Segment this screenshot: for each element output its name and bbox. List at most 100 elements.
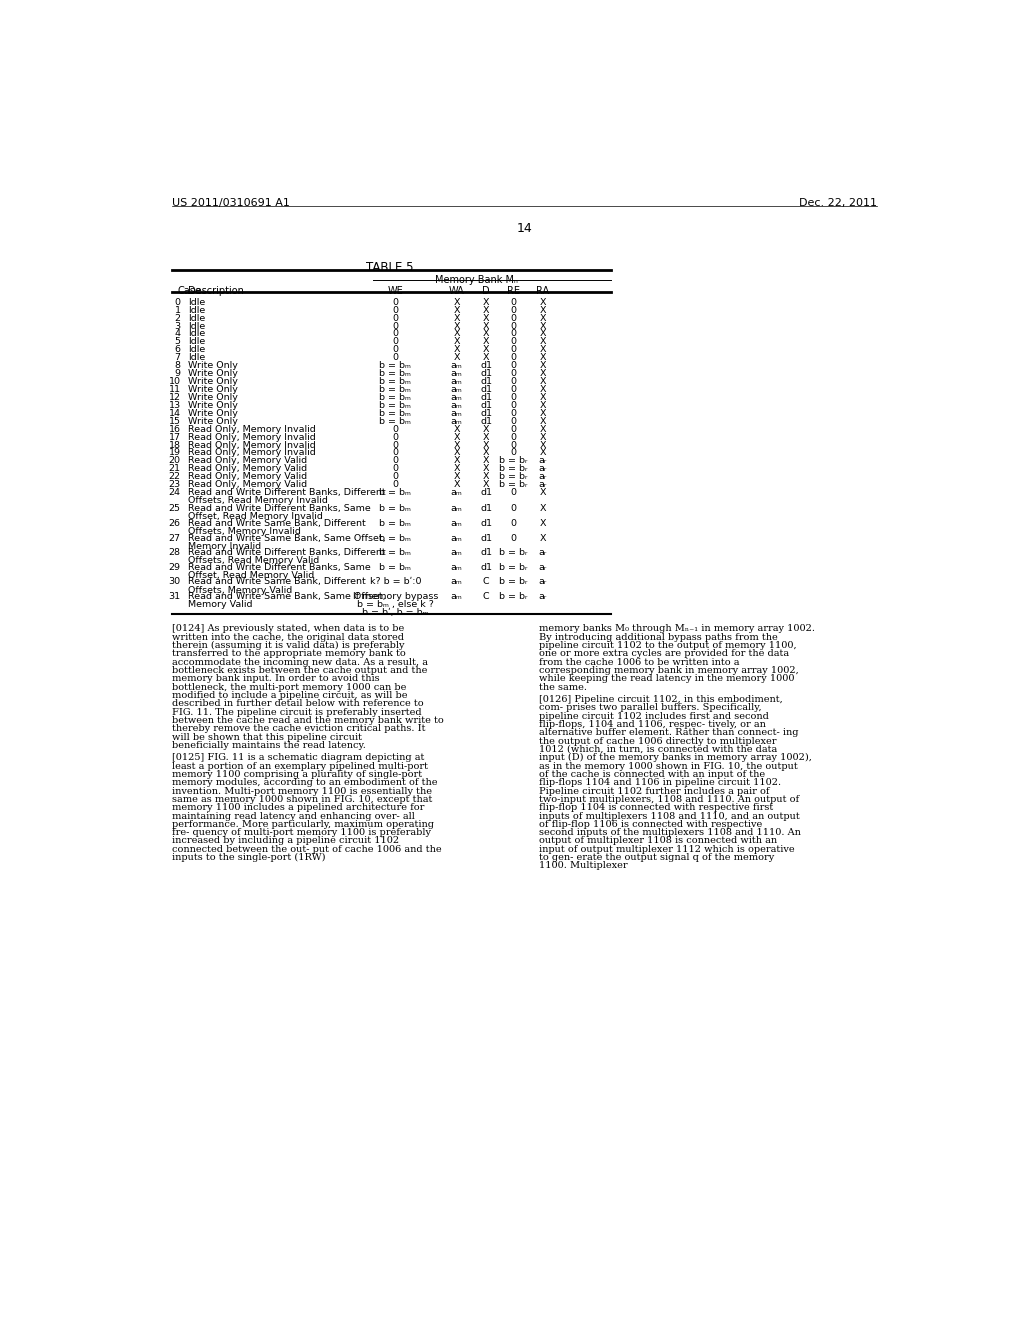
Text: Write Only: Write Only xyxy=(188,401,239,411)
Text: 3: 3 xyxy=(174,322,180,330)
Text: Read and Write Same Bank, Different: Read and Write Same Bank, Different xyxy=(188,519,367,528)
Text: two-input multiplexers, 1108 and 1110. An output of: two-input multiplexers, 1108 and 1110. A… xyxy=(539,795,799,804)
Text: Read Only, Memory Valid: Read Only, Memory Valid xyxy=(188,480,307,490)
Text: X: X xyxy=(454,473,460,482)
Text: X: X xyxy=(540,354,546,362)
Text: 17: 17 xyxy=(169,433,180,442)
Text: b = bᵣ: b = bᵣ xyxy=(499,480,527,490)
Text: RE: RE xyxy=(507,286,519,296)
Text: b = bₘ: b = bₘ xyxy=(380,370,412,378)
Text: X: X xyxy=(482,330,489,338)
Text: Read and Write Different Banks, Different: Read and Write Different Banks, Differen… xyxy=(188,548,386,557)
Text: Read and Write Same Bank, Same Offset,: Read and Write Same Bank, Same Offset, xyxy=(188,533,386,543)
Text: 14: 14 xyxy=(169,409,180,418)
Text: Write Only: Write Only xyxy=(188,378,239,385)
Text: X: X xyxy=(482,441,489,450)
Text: 4: 4 xyxy=(175,330,180,338)
Text: X: X xyxy=(540,503,546,512)
Text: X: X xyxy=(540,417,546,426)
Text: 0: 0 xyxy=(392,433,398,442)
Text: 21: 21 xyxy=(169,465,180,474)
Text: aₘ: aₘ xyxy=(451,562,463,572)
Text: 0: 0 xyxy=(510,433,516,442)
Text: 0: 0 xyxy=(392,457,398,466)
Text: modified to include a pipeline circuit, as will be: modified to include a pipeline circuit, … xyxy=(172,690,408,700)
Text: aₘ: aₘ xyxy=(451,409,463,418)
Text: of the cache is connected with an input of the: of the cache is connected with an input … xyxy=(539,770,765,779)
Text: flip-flop 1104 is connected with respective first: flip-flop 1104 is connected with respect… xyxy=(539,803,773,812)
Text: Idle: Idle xyxy=(188,346,206,354)
Text: 10: 10 xyxy=(169,378,180,385)
Text: d1: d1 xyxy=(480,488,493,498)
Text: 0: 0 xyxy=(392,473,398,482)
Text: X: X xyxy=(454,330,460,338)
Text: fre- quency of multi-port memory 1100 is preferably: fre- quency of multi-port memory 1100 is… xyxy=(172,828,431,837)
Text: 13: 13 xyxy=(169,401,180,411)
Text: X: X xyxy=(540,441,546,450)
Text: Dec. 22, 2011: Dec. 22, 2011 xyxy=(800,198,878,209)
Text: aₘ: aₘ xyxy=(451,401,463,411)
Text: Idle: Idle xyxy=(188,338,206,346)
Text: d1: d1 xyxy=(480,378,493,385)
Text: from the cache 1006 to be written into a: from the cache 1006 to be written into a xyxy=(539,657,739,667)
Text: X: X xyxy=(454,449,460,458)
Text: 0: 0 xyxy=(510,298,516,306)
Text: connected between the out- put of cache 1006 and the: connected between the out- put of cache … xyxy=(172,845,441,854)
Text: 1100. Multiplexer: 1100. Multiplexer xyxy=(539,862,628,870)
Text: X: X xyxy=(540,519,546,528)
Text: X: X xyxy=(454,306,460,314)
Text: 6: 6 xyxy=(175,346,180,354)
Text: aₘ: aₘ xyxy=(451,370,463,378)
Text: X: X xyxy=(482,314,489,322)
Text: 15: 15 xyxy=(169,417,180,426)
Text: transferred to the appropriate memory bank to: transferred to the appropriate memory ba… xyxy=(172,649,406,659)
Text: 12: 12 xyxy=(169,393,180,403)
Text: bottleneck exists between the cache output and the: bottleneck exists between the cache outp… xyxy=(172,667,428,675)
Text: C: C xyxy=(482,577,489,586)
Text: b = bₘ: b = bₘ xyxy=(380,409,412,418)
Text: d1: d1 xyxy=(480,562,493,572)
Text: X: X xyxy=(540,533,546,543)
Text: 0: 0 xyxy=(392,354,398,362)
Text: aₘ: aₘ xyxy=(451,417,463,426)
Text: 31: 31 xyxy=(169,593,180,601)
Text: least a portion of an exemplary pipelined multi-port: least a portion of an exemplary pipeline… xyxy=(172,762,428,771)
Text: WE: WE xyxy=(387,286,403,296)
Text: If memory bypass: If memory bypass xyxy=(352,593,438,601)
Text: Memory Valid: Memory Valid xyxy=(188,601,253,609)
Text: Write Only: Write Only xyxy=(188,409,239,418)
Text: X: X xyxy=(454,465,460,474)
Text: 0: 0 xyxy=(510,449,516,458)
Text: 0: 0 xyxy=(392,306,398,314)
Text: X: X xyxy=(540,393,546,403)
Text: X: X xyxy=(540,306,546,314)
Text: 0: 0 xyxy=(510,533,516,543)
Text: invention. Multi-port memory 1100 is essentially the: invention. Multi-port memory 1100 is ess… xyxy=(172,787,432,796)
Text: input (D) of the memory banks in memory array 1002),: input (D) of the memory banks in memory … xyxy=(539,754,812,763)
Text: one or more extra cycles are provided for the data: one or more extra cycles are provided fo… xyxy=(539,649,788,659)
Text: X: X xyxy=(482,338,489,346)
Text: aᵣ: aᵣ xyxy=(539,473,547,482)
Text: 1012 (which, in turn, is connected with the data: 1012 (which, in turn, is connected with … xyxy=(539,744,777,754)
Text: X: X xyxy=(540,314,546,322)
Text: 0: 0 xyxy=(510,354,516,362)
Text: 0: 0 xyxy=(510,330,516,338)
Text: 0: 0 xyxy=(510,346,516,354)
Text: b = bₘ: b = bₘ xyxy=(380,401,412,411)
Text: b = bₘ: b = bₘ xyxy=(380,548,412,557)
Text: 0: 0 xyxy=(175,298,180,306)
Text: Idle: Idle xyxy=(188,306,206,314)
Text: com- prises two parallel buffers. Specifically,: com- prises two parallel buffers. Specif… xyxy=(539,704,762,713)
Text: Memory Invalid: Memory Invalid xyxy=(188,541,261,550)
Text: X: X xyxy=(482,306,489,314)
Text: b = bᵣ: b = bᵣ xyxy=(499,548,527,557)
Text: alternative buffer element. Rather than connect- ing: alternative buffer element. Rather than … xyxy=(539,729,799,738)
Text: aₘ: aₘ xyxy=(451,519,463,528)
Text: 0: 0 xyxy=(392,314,398,322)
Text: Write Only: Write Only xyxy=(188,362,239,370)
Text: 0: 0 xyxy=(392,322,398,330)
Text: the output of cache 1006 directly to multiplexer: the output of cache 1006 directly to mul… xyxy=(539,737,776,746)
Text: X: X xyxy=(482,298,489,306)
Text: 18: 18 xyxy=(169,441,180,450)
Text: 23: 23 xyxy=(169,480,180,490)
